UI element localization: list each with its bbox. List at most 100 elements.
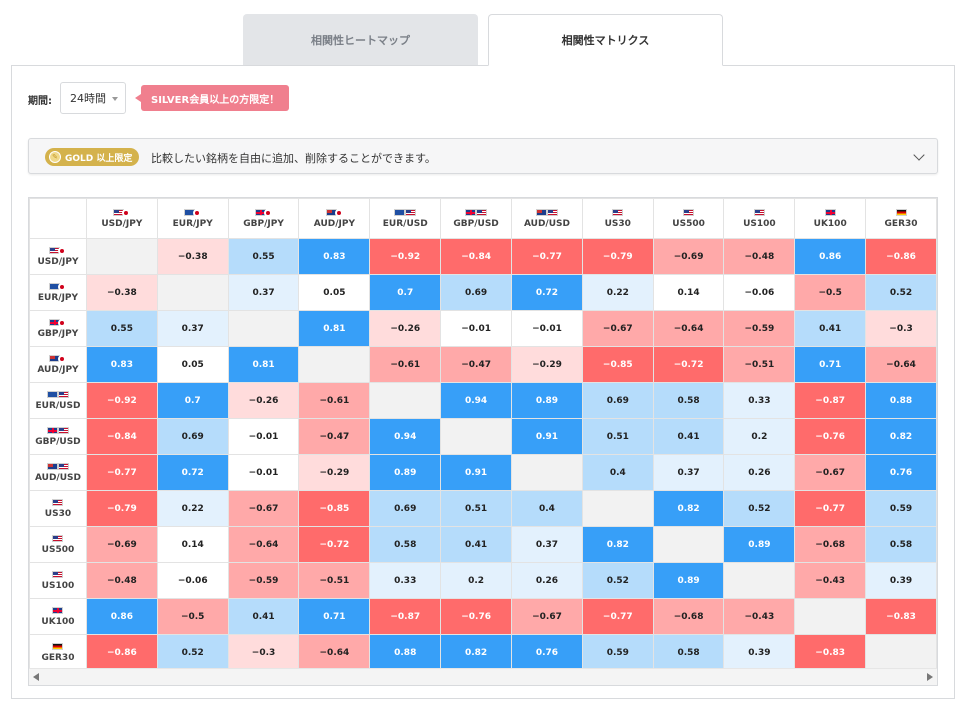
row-header[interactable]: AUD/JPY xyxy=(29,346,87,383)
correlation-cell: 0.81 xyxy=(227,346,300,383)
row-header[interactable]: US30 xyxy=(29,490,87,527)
correlation-cell: −0.72 xyxy=(652,346,725,383)
correlation-cell: −0.29 xyxy=(298,454,371,491)
correlation-cell: −0.86 xyxy=(85,634,158,671)
matrix-row: GBP/JPY 0.55 0.37 0.81 −0.26 −0.01 −0.01 −0.67−… xyxy=(29,310,937,347)
gold-feature-text: 比較したい銘柄を自由に追加、削除することができます。 xyxy=(151,152,436,165)
correlation-cell xyxy=(723,562,796,599)
column-header[interactable]: GBP/USD xyxy=(440,198,513,239)
matrix-row: US500 −0.69 0.14 −0.64 −0.72 0.58 0.41 0.37 0.82… xyxy=(29,526,937,563)
column-header[interactable]: USD/JPY xyxy=(85,198,158,239)
correlation-cell: −0.47 xyxy=(298,418,371,455)
correlation-cell: 0.39 xyxy=(723,634,796,671)
flag-icons xyxy=(229,208,299,217)
correlation-cell: 0.82 xyxy=(865,418,937,455)
instrument-label: GBP/USD xyxy=(453,219,499,229)
column-header[interactable]: US100 xyxy=(723,198,796,239)
column-header[interactable]: EUR/USD xyxy=(369,198,442,239)
row-header[interactable]: AUD/USD xyxy=(29,454,87,491)
correlation-cell: 0.51 xyxy=(440,490,513,527)
tab-correlation-heatmap[interactable]: 相関性ヒートマップ xyxy=(243,14,478,66)
row-header[interactable]: GBP/USD xyxy=(29,418,87,455)
correlation-cell: −0.06 xyxy=(723,274,796,311)
matrix-row: EUR/USD −0.92 0.7 −0.26 −0.61 0.94 0.89 0.69 0.5… xyxy=(29,382,937,419)
correlation-cell: −0.01 xyxy=(227,418,300,455)
au-flag-icon xyxy=(46,463,58,470)
instrument-label: GBP/JPY xyxy=(37,329,79,339)
correlation-cell: 0.52 xyxy=(156,634,229,671)
correlation-cell: 0.58 xyxy=(369,526,442,563)
correlation-cell: 0.52 xyxy=(865,274,937,311)
correlation-cell: 0.58 xyxy=(652,634,725,671)
flag-icons xyxy=(30,282,86,291)
instrument-label: USD/JPY xyxy=(37,257,79,267)
flag-icons xyxy=(30,570,86,579)
jp-flag-icon xyxy=(334,208,343,217)
row-header[interactable]: EUR/JPY xyxy=(29,274,87,311)
us-flag-icon xyxy=(52,535,64,542)
correlation-cell: −0.67 xyxy=(511,598,583,635)
correlation-cell: −0.84 xyxy=(440,238,513,275)
instrument-label: AUD/JPY xyxy=(37,365,79,375)
correlation-cell: −0.26 xyxy=(227,382,300,419)
correlation-cell: −0.01 xyxy=(440,310,513,347)
correlation-cell: −0.59 xyxy=(227,562,300,599)
correlation-cell: 0.89 xyxy=(723,526,796,563)
row-header[interactable]: GBP/JPY xyxy=(29,310,87,347)
period-select-value: 24時間 xyxy=(70,92,106,105)
row-header[interactable]: EUR/USD xyxy=(29,382,87,419)
flag-icons xyxy=(724,208,794,217)
jp-flag-icon xyxy=(58,318,67,327)
period-select[interactable]: 24時間 xyxy=(60,82,126,114)
correlation-cell: 0.22 xyxy=(156,490,229,527)
correlation-cell: −0.48 xyxy=(723,238,796,275)
column-header[interactable]: US30 xyxy=(581,198,654,239)
correlation-cell: 0.59 xyxy=(581,634,654,671)
correlation-cell: 0.69 xyxy=(369,490,442,527)
correlation-cell: −0.26 xyxy=(369,310,442,347)
chevron-down-icon[interactable] xyxy=(913,149,925,161)
tab-correlation-matrix[interactable]: 相関性マトリクス xyxy=(488,14,723,66)
correlation-cell: −0.68 xyxy=(794,526,867,563)
medal-icon: ✎ xyxy=(49,151,61,163)
row-header[interactable]: USD/JPY xyxy=(29,238,87,275)
correlation-cell: −0.47 xyxy=(440,346,513,383)
jp-flag-icon xyxy=(264,208,273,217)
correlation-cell: −0.3 xyxy=(865,310,937,347)
correlation-cell: −0.01 xyxy=(511,310,583,347)
column-header[interactable]: AUD/JPY xyxy=(298,198,371,239)
instrument-label: GBP/JPY xyxy=(243,219,284,229)
period-label: 期間: xyxy=(28,96,52,107)
row-header[interactable]: UK100 xyxy=(29,598,87,635)
correlation-cell xyxy=(865,634,937,671)
column-header[interactable]: GBP/JPY xyxy=(227,198,300,239)
instrument-label: GER30 xyxy=(884,219,918,229)
scroll-right-icon[interactable] xyxy=(927,673,933,681)
instrument-label: EUR/USD xyxy=(382,219,428,229)
instrument-label: US500 xyxy=(41,545,75,555)
scroll-left-icon[interactable] xyxy=(33,673,39,681)
flag-icons xyxy=(30,426,86,435)
column-header[interactable]: EUR/JPY xyxy=(156,198,229,239)
column-header[interactable]: AUD/USD xyxy=(511,198,583,239)
uk-flag-icon xyxy=(465,209,477,216)
correlation-cell: 0.76 xyxy=(511,634,583,671)
correlation-cell: 0.14 xyxy=(156,526,229,563)
correlation-matrix: USD/JPY EUR/JPY GBP/JPY AUD/JPY EUR/USD GBP/U… xyxy=(28,197,938,686)
correlation-cell: 0.51 xyxy=(581,418,654,455)
row-header[interactable]: GER30 xyxy=(29,634,87,671)
instrument-label: UK100 xyxy=(813,219,847,229)
column-header[interactable]: UK100 xyxy=(794,198,867,239)
tab-bar: 相関性ヒートマップ 相関性マトリクス xyxy=(243,14,723,66)
correlation-cell: 0.59 xyxy=(865,490,937,527)
correlation-cell: −0.67 xyxy=(794,454,867,491)
correlation-cell: −0.76 xyxy=(794,418,867,455)
correlation-cell: −0.64 xyxy=(227,526,300,563)
horizontal-scrollbar[interactable] xyxy=(29,668,937,685)
row-header[interactable]: US100 xyxy=(29,562,87,599)
gold-feature-accordion[interactable]: ✎ GOLD 以上限定 比較したい銘柄を自由に追加、削除することができます。 xyxy=(28,138,938,174)
au-flag-icon xyxy=(535,209,547,216)
row-header[interactable]: US500 xyxy=(29,526,87,563)
column-header[interactable]: GER30 xyxy=(865,198,937,239)
column-header[interactable]: US500 xyxy=(652,198,725,239)
